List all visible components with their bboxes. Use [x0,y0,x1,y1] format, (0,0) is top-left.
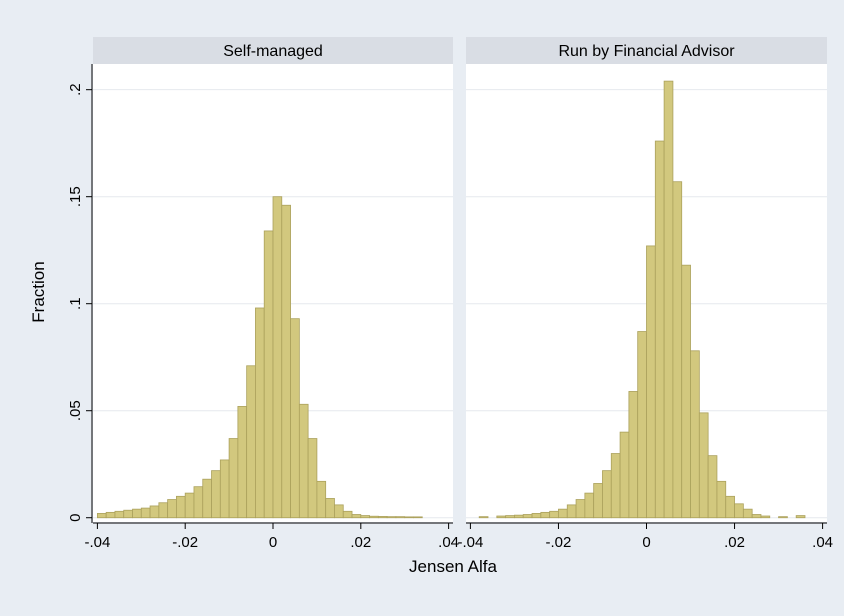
histogram-bar [255,307,265,519]
histogram-bar [237,406,248,519]
histogram-bar [531,513,542,519]
panel-header [93,37,453,64]
histogram-bar [663,80,674,519]
histogram-bar [628,391,639,519]
histogram-bar [413,516,423,519]
histogram-bar [522,514,533,519]
panel-1: Self-managed [93,37,453,522]
histogram-bar [176,495,186,519]
histogram-bar [307,438,318,519]
x-tick-label: 0 [269,534,277,551]
histogram-bar [325,498,335,519]
histogram-bar [281,204,291,519]
histogram-bar [386,516,397,519]
histogram-bar [672,181,683,519]
panel-2: Run by Financial Advisor [466,37,827,522]
x-tick-label: .04 [812,534,833,551]
panel-title: Self-managed [223,43,323,60]
histogram-bar [795,515,806,519]
histogram-bar [725,495,735,519]
histogram-bar [193,486,204,519]
y-axis-title: Fraction [29,261,48,322]
histogram-bar [132,508,142,519]
x-axis-title: Jensen Alfa [409,557,497,576]
x-tick-label: -.02 [546,534,572,551]
histogram-bar [716,480,727,519]
histogram-bar [316,480,327,519]
histogram-bar [351,514,362,519]
y-tick-label: .2 [67,83,84,96]
histogram-bar [566,504,577,519]
histogram-bar [619,431,630,519]
histogram-bar [96,513,107,519]
x-tick-label: 0 [642,534,650,551]
histogram-bar [290,318,300,519]
histogram-bar [760,515,771,519]
y-tick-label: .15 [67,186,84,207]
histogram-bar [105,511,116,519]
histogram-bar [505,515,515,519]
histogram-bar [690,350,700,519]
histogram-bar [593,483,603,519]
x-tick-label: .04 [438,534,459,551]
histogram-bar [377,516,388,519]
histogram-bar [158,502,169,519]
x-tick-label: .02 [350,534,371,551]
panels: Self-managed Run by Financial Advisor [93,37,827,522]
histogram-bar [272,196,283,519]
panel-title: Run by Financial Advisor [558,43,735,60]
histogram-bar [514,514,524,519]
histogram-bar [707,455,718,519]
histogram-bar [202,478,212,519]
histogram-bar [584,492,595,519]
histogram-bar [219,459,230,519]
histogram-bar [646,245,656,519]
y-tick-label: 0 [67,514,84,522]
histogram-bar [698,412,709,519]
y-axis: 0 .05 .1 .15 .2 [67,64,93,523]
y-tick-label: .05 [67,400,84,421]
histogram-bar [496,515,507,519]
histogram-bar [751,514,762,519]
histogram-bar [404,516,414,519]
x-tick-label: -.04 [84,534,110,551]
histogram-bar [478,516,489,519]
histogram-bar [184,492,195,519]
histogram-bar [263,230,274,519]
histogram-bar [540,511,551,519]
histogram-bar [369,515,379,519]
histogram-bar [602,470,612,519]
histogram-bar [778,516,788,519]
histogram-bar [246,365,256,519]
x-tick-label: -.02 [172,534,198,551]
histogram-bar [575,499,586,519]
histogram-bar [298,403,309,519]
y-tick-label: .1 [67,297,84,310]
x-tick-label: .02 [724,534,745,551]
histogram-bar [167,499,177,519]
histogram-bar [114,510,125,519]
histogram-bar [149,505,160,519]
panel-header [466,37,827,64]
x-axes: -.04 -.02 0.02.04-.04 -.02 0.02.04 [84,522,833,551]
histogram-bar [549,510,559,519]
histogram-bar [123,509,133,519]
histogram-bar [681,264,691,519]
histogram-bar [360,515,370,519]
histogram-bar [610,453,621,519]
histogram-bar [395,516,406,519]
histogram-bar [734,503,744,519]
histogram-bar [342,510,353,519]
histogram-bar [211,470,221,519]
histogram-bar [637,331,647,519]
x-tick-label: -.04 [457,534,483,551]
histogram-bar [334,504,344,519]
histogram-bar [140,507,151,519]
histogram-bar [654,140,665,519]
histogram-bar [228,438,239,519]
histogram-bar [558,508,568,519]
histogram-bar [742,508,753,519]
